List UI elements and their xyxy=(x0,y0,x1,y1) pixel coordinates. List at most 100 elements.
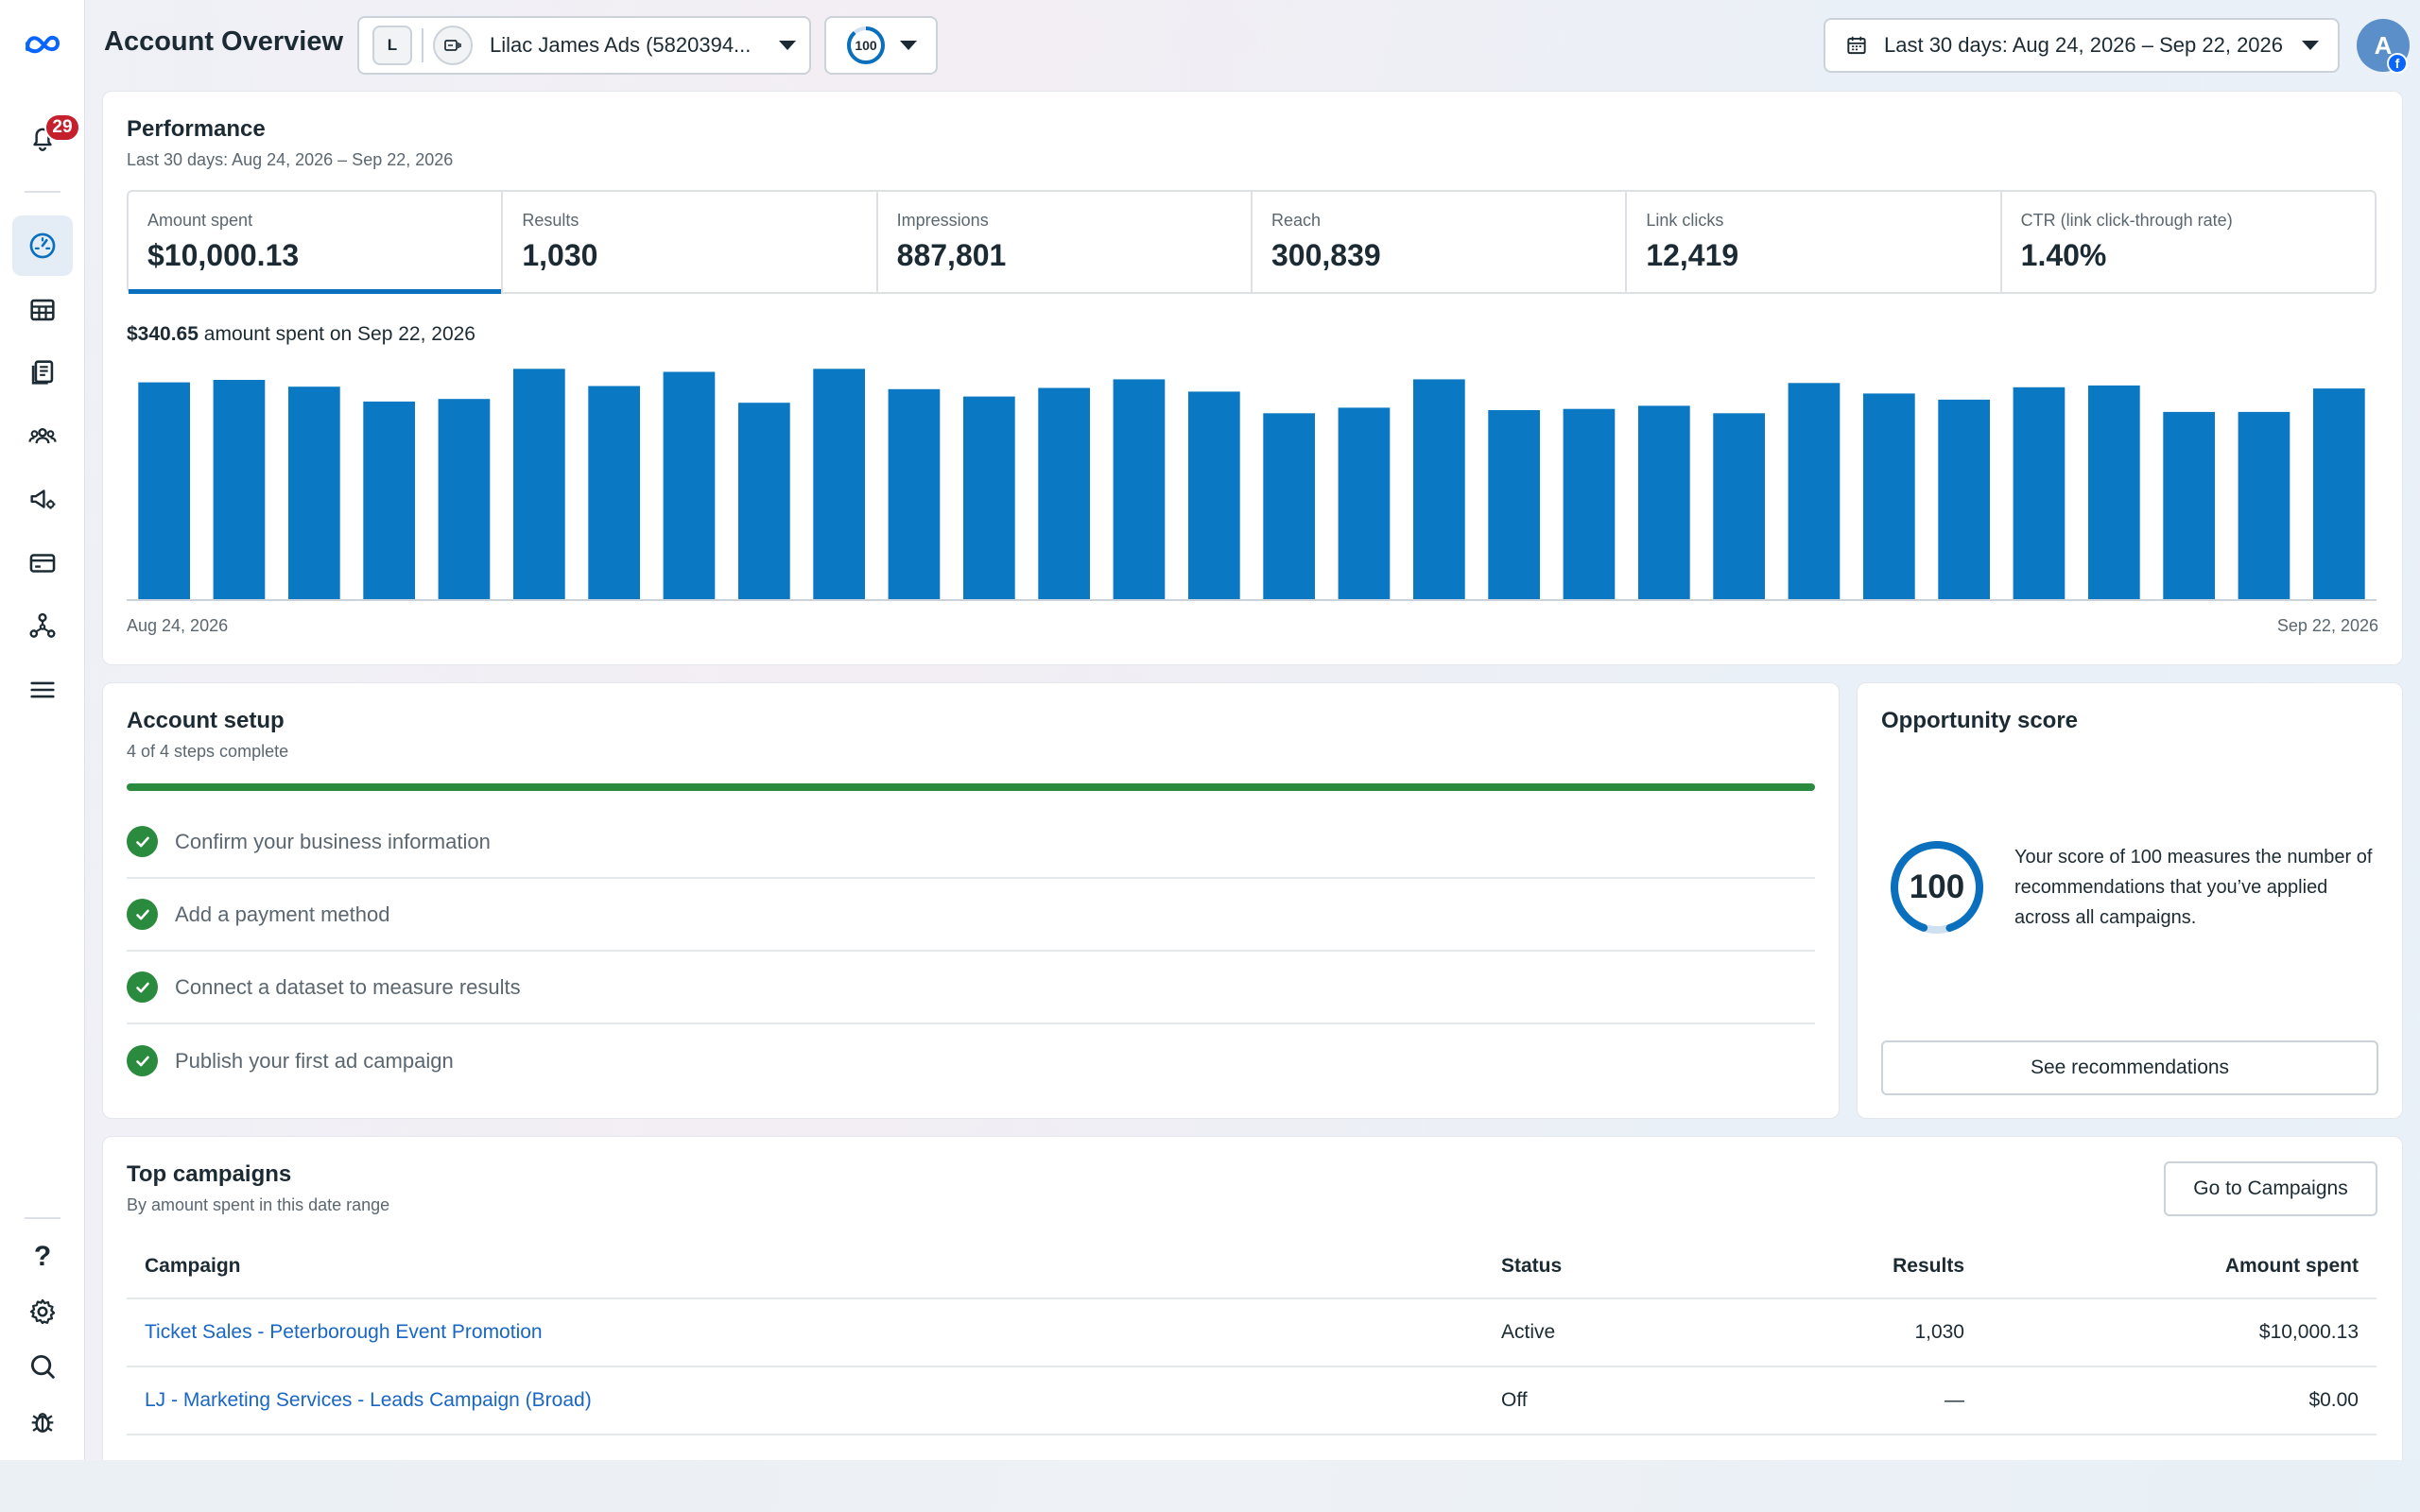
sidebar-divider xyxy=(25,191,60,193)
metric-label: Link clicks xyxy=(1646,211,1724,230)
setup-step[interactable]: Connect a dataset to measure results xyxy=(127,952,1815,1024)
setup-step-label: Connect a dataset to measure results xyxy=(175,974,521,999)
chevron-down-icon xyxy=(2302,41,2319,50)
chart-bar-sep-4[interactable] xyxy=(963,396,1015,600)
chart-bar-aug-28[interactable] xyxy=(438,399,491,600)
sidebar-item-pages[interactable] xyxy=(12,342,73,403)
go-to-campaigns-button[interactable]: Go to Campaigns xyxy=(2164,1161,2377,1216)
chart-bar-sep-18[interactable] xyxy=(2013,387,2066,600)
megaphone-gear-icon xyxy=(30,490,56,509)
account-name: Lilac James Ads (5820394... xyxy=(490,33,752,57)
chart-bar-aug-27[interactable] xyxy=(363,401,415,600)
notifications-button[interactable]: 29 xyxy=(12,108,80,168)
metric-label: CTR (link click-through rate) xyxy=(2020,211,2233,230)
setup-step[interactable]: Publish your first ad campaign xyxy=(127,1024,1815,1097)
sidebar-item-ads-manager[interactable] xyxy=(12,280,73,340)
selected-day-text: amount spent on Sep 22, 2026 xyxy=(203,323,475,345)
chart-bar-sep-12[interactable] xyxy=(1563,408,1616,600)
chart-bar-sep-6[interactable] xyxy=(1113,379,1166,600)
metric-value: 12,419 xyxy=(1646,238,1739,272)
chart-bar-aug-30[interactable] xyxy=(588,386,640,601)
chart-bar-aug-29[interactable] xyxy=(513,369,565,600)
metric-link-clicks[interactable]: Link clicks 12,419 xyxy=(1625,192,1999,292)
campaign-link[interactable]: Ticket Sales - Peterborough Event Promot… xyxy=(145,1321,543,1343)
chart-bar-sep-2[interactable] xyxy=(813,369,865,600)
metric-reach[interactable]: Reach 300,839 xyxy=(1250,192,1625,292)
metric-value: 1.40% xyxy=(2020,238,2107,272)
metric-label: Impressions xyxy=(896,211,989,230)
metric-value: 887,801 xyxy=(896,238,1007,272)
ad-account-icon xyxy=(433,26,473,65)
chart-bar-sep-15[interactable] xyxy=(1788,383,1841,600)
chart-bar-sep-22[interactable] xyxy=(2313,388,2365,600)
column-header-campaign[interactable]: Campaign xyxy=(145,1255,241,1277)
campaign-results: 1,030 xyxy=(1914,1321,1964,1343)
check-circle-icon xyxy=(127,899,158,930)
search-button[interactable] xyxy=(12,1336,73,1397)
metric-ctr[interactable]: CTR (link click-through rate) 1.40% xyxy=(1999,192,2375,292)
chart-bar-sep-3[interactable] xyxy=(888,388,941,600)
column-header-amount-spent[interactable]: Amount spent xyxy=(2224,1255,2359,1277)
setup-subtitle: 4 of 4 steps complete xyxy=(127,742,289,761)
setup-step[interactable]: Confirm your business information xyxy=(127,806,1815,879)
chart-bar-sep-16[interactable] xyxy=(1863,393,1915,600)
bug-icon xyxy=(31,1413,54,1433)
sidebar-item-advertising-settings[interactable] xyxy=(12,469,73,529)
meta-logo-icon[interactable] xyxy=(12,13,73,74)
metric-amount-spent[interactable]: Amount spent $10,000.13 xyxy=(129,192,502,294)
sidebar-item-billing[interactable] xyxy=(12,533,73,593)
check-circle-icon xyxy=(127,826,158,857)
chart-bar-aug-26[interactable] xyxy=(288,387,340,600)
chart-bar-sep-14[interactable] xyxy=(1713,413,1765,600)
see-recommendations-button[interactable]: See recommendations xyxy=(1881,1040,2378,1095)
chart-bar-sep-13[interactable] xyxy=(1638,405,1690,600)
metric-impressions[interactable]: Impressions 887,801 xyxy=(875,192,1251,292)
opportunity-description: Your score of 100 measures the number of… xyxy=(2014,847,2373,928)
campaigns-title: Top campaigns xyxy=(127,1161,292,1187)
report-bug-button[interactable] xyxy=(12,1391,73,1452)
chevron-down-icon xyxy=(779,41,796,50)
performance-card: Performance Last 30 days: Aug 24, 2026 –… xyxy=(102,91,2403,665)
opportunity-title: Opportunity score xyxy=(1881,708,2079,733)
date-range-selector[interactable]: Last 30 days: Aug 24, 2026 – Sep 22, 202… xyxy=(1824,18,2340,73)
account-selector[interactable]: L Lilac James Ads (5820394... xyxy=(357,16,811,75)
table-row: Ticket Sales - Peterborough Event Promot… xyxy=(127,1299,2377,1367)
chart-bar-sep-10[interactable] xyxy=(1413,379,1465,600)
setup-step[interactable]: Add a payment method xyxy=(127,879,1815,952)
metric-label: Amount spent xyxy=(147,211,253,230)
metric-results[interactable]: Results 1,030 xyxy=(501,192,875,292)
opportunity-score-ring xyxy=(1891,841,1983,934)
chevron-down-icon xyxy=(900,41,917,50)
campaign-link[interactable]: LJ - Marketing Services - Leads Campaign… xyxy=(145,1389,592,1411)
sidebar-item-audiences[interactable] xyxy=(12,406,73,467)
settings-button[interactable] xyxy=(12,1281,73,1342)
opportunity-score-card: Opportunity score 100 Your score of 100 … xyxy=(1857,682,2403,1119)
chart-bar-aug-31[interactable] xyxy=(663,371,716,601)
gear-icon xyxy=(29,1298,56,1325)
chart-bar-sep-1[interactable] xyxy=(738,403,790,600)
sidebar-item-account-overview[interactable] xyxy=(12,215,73,276)
sidebar: 29 ? xyxy=(0,0,85,1460)
chart-axis-start-label: Aug 24, 2026 xyxy=(127,616,229,635)
sidebar-item-events-manager[interactable] xyxy=(12,595,73,656)
chart-bar-sep-11[interactable] xyxy=(1488,410,1540,600)
chart-bar-aug-24[interactable] xyxy=(138,382,190,600)
sidebar-item-all-tools[interactable] xyxy=(12,660,73,720)
chart-bar-sep-9[interactable] xyxy=(1338,407,1391,600)
chart-bar-sep-7[interactable] xyxy=(1188,391,1240,600)
menu-icon xyxy=(30,681,55,698)
chart-bar-sep-19[interactable] xyxy=(2088,385,2140,600)
opportunity-score-selector[interactable]: 100 xyxy=(824,16,938,75)
chart-bar-sep-8[interactable] xyxy=(1263,413,1315,600)
help-button[interactable]: ? xyxy=(12,1227,73,1287)
column-header-status[interactable]: Status xyxy=(1501,1255,1563,1277)
chart-bar-sep-21[interactable] xyxy=(2238,411,2290,600)
chart-bar-sep-5[interactable] xyxy=(1038,387,1090,601)
chart-bar-sep-20[interactable] xyxy=(2163,411,2215,600)
chart-bar-aug-25[interactable] xyxy=(213,380,266,600)
search-icon xyxy=(30,1354,55,1379)
check-circle-icon xyxy=(127,971,158,1003)
column-header-results[interactable]: Results xyxy=(1893,1255,1964,1277)
metric-value: 300,839 xyxy=(1270,238,1381,272)
chart-bar-sep-17[interactable] xyxy=(1938,399,1990,600)
